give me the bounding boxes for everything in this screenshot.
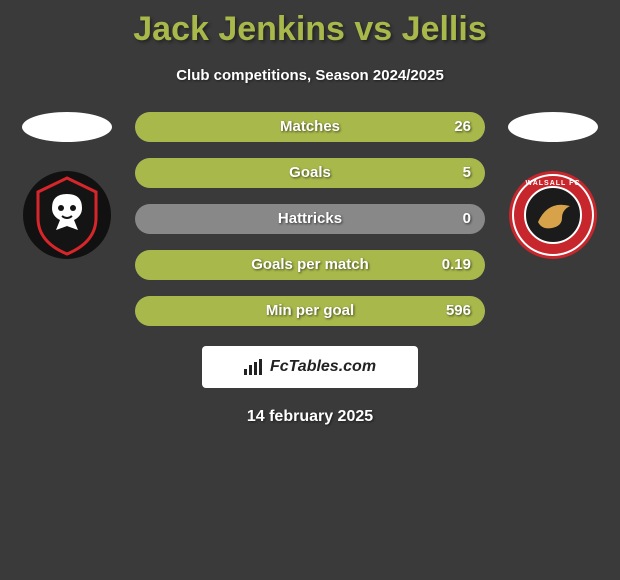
stat-value-right: 26 [454,112,471,142]
stat-label: Hattricks [135,204,485,234]
right-player-photo-placeholder [508,112,598,142]
salford-badge-icon [22,170,112,260]
right-club-badge: WALSALL FC [508,170,598,260]
stat-value-right: 0 [463,204,471,234]
stat-value-right: 596 [446,296,471,326]
branding-text: FcTables.com [270,358,376,376]
comparison-content: Matches26 Goals5 Hattricks0 Goals per match… [0,112,620,326]
page-title: Jack Jenkins vs Jellis [0,0,620,49]
stat-value-right: 5 [463,158,471,188]
stat-row: Hattricks0 [135,204,485,234]
branding-badge[interactable]: FcTables.com [202,346,418,388]
stat-row: Goals per match0.19 [135,250,485,280]
chart-icon [244,359,264,375]
left-club-badge [22,170,112,260]
left-player-photo-placeholder [22,112,112,142]
stat-row: Min per goal596 [135,296,485,326]
left-player-side [17,112,117,260]
stat-label: Goals per match [135,250,485,280]
stat-row: Goals5 [135,158,485,188]
page-subtitle: Club competitions, Season 2024/2025 [0,67,620,84]
right-player-side: WALSALL FC [503,112,603,260]
stat-value-right: 0.19 [442,250,471,280]
stat-label: Goals [135,158,485,188]
walsall-badge-icon: WALSALL FC [508,170,598,260]
svg-text:WALSALL FC: WALSALL FC [526,180,581,187]
date-label: 14 february 2025 [0,408,620,426]
stat-label: Min per goal [135,296,485,326]
stat-row: Matches26 [135,112,485,142]
stats-column: Matches26 Goals5 Hattricks0 Goals per match… [135,112,485,326]
stat-label: Matches [135,112,485,142]
